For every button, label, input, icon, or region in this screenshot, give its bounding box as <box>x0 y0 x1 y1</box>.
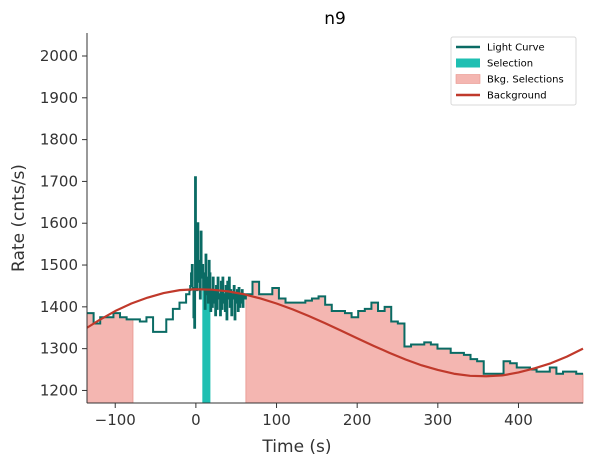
y-tick-label: 1300 <box>40 340 78 358</box>
legend-label-background: Background <box>487 91 547 102</box>
y-ticks: 1200 1300 1400 1500 1600 1700 1800 1900 2000 <box>40 47 87 399</box>
background-model-layer <box>86 288 584 378</box>
legend-label-bkg-selections: Bkg. Selections <box>487 75 564 86</box>
x-tick-label: 200 <box>343 411 372 429</box>
x-tick-label: 0 <box>191 411 201 429</box>
bkg-selection-region-0 <box>86 312 134 404</box>
legend-swatch-selection <box>456 58 480 68</box>
y-tick-label: 1500 <box>40 256 78 274</box>
x-tick-label: 300 <box>424 411 453 429</box>
y-tick-label: 1700 <box>40 172 78 190</box>
x-axis-label: Time (s) <box>261 437 331 457</box>
legend-label-light-curve: Light Curve <box>487 43 545 54</box>
y-tick-label: 1200 <box>40 381 78 399</box>
legend-swatch-bkg-selections <box>455 74 481 84</box>
y-tick-label: 1900 <box>40 89 78 107</box>
x-ticks: −100 0 100 200 300 400 <box>95 403 533 429</box>
legend: Light Curve Selection Bkg. Selections Backg… <box>450 36 577 106</box>
bkg-selection-region-1 <box>245 281 584 404</box>
chart-title: n9 <box>324 9 346 29</box>
light-curve-layer <box>87 176 583 375</box>
x-tick-label: 100 <box>262 411 291 429</box>
bkg-selection-layer <box>86 281 584 404</box>
y-tick-label: 1600 <box>40 214 78 232</box>
x-tick-label: 400 <box>504 411 533 429</box>
x-tick-label: −100 <box>95 411 136 429</box>
legend-box <box>450 36 577 106</box>
y-axis-label: Rate (cnts/s) <box>9 164 29 272</box>
legend-label-selection: Selection <box>487 59 533 70</box>
y-tick-label: 2000 <box>40 47 78 65</box>
y-tick-label: 1400 <box>40 298 78 316</box>
background-model-line <box>86 288 584 378</box>
light-curve-line <box>87 176 583 375</box>
y-tick-label: 1800 <box>40 131 78 149</box>
